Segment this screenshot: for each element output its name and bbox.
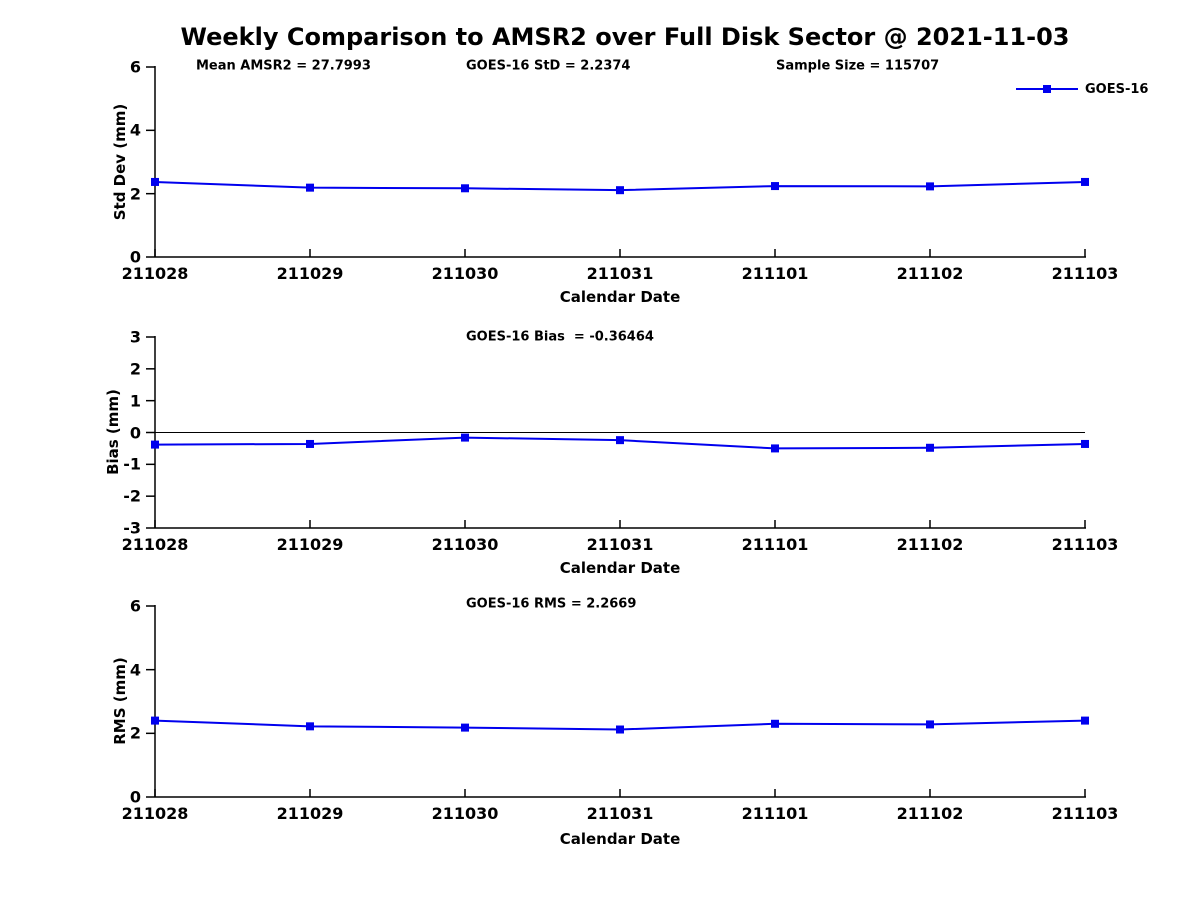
x-tick-label: 211101 [741,264,809,283]
x-tick-label: 211029 [276,804,344,823]
data-line-GOES-16 [154,719,1086,731]
y-tick-label: 1 [129,391,141,411]
bias-x-axis-label: Calendar Date [559,559,681,577]
data-point-marker [616,725,624,734]
data-line-GOES-16 [154,436,1086,450]
y-tick-label: 4 [129,120,141,140]
rms-y-axis-label: RMS (mm) [111,657,129,745]
x-tick-label: 211028 [121,535,189,554]
annotation-mean-amsr2: Mean AMSR2 = 27.7993 [196,58,371,74]
y-tick-label: -1 [123,454,141,474]
x-tick-label: 211031 [586,535,654,554]
x-tick-label: 211103 [1051,804,1119,823]
annotation-goes16-std: GOES-16 StD = 2.2374 [466,58,631,74]
x-tick-label: 211029 [276,264,344,283]
x-tick-label: 211029 [276,535,344,554]
data-point-marker [151,177,159,186]
data-point-marker [306,439,314,448]
std-dev-x-axis-label: Calendar Date [559,288,681,306]
rms-x-axis-label: Calendar Date [559,830,681,848]
data-point-marker [1081,716,1089,725]
data-point-marker [926,182,934,191]
data-point-marker [461,723,469,732]
y-tick-label: 3 [129,327,141,347]
data-point-marker [926,720,934,729]
legend-line-sample [1016,85,1078,93]
x-tick-label: 211030 [431,264,499,283]
x-tick-label: 211103 [1051,264,1119,283]
x-tick-label: 211031 [586,804,654,823]
legend: GOES-16 [1016,81,1148,97]
annotation-goes16-rms: GOES-16 RMS = 2.2669 [466,596,637,612]
data-point-marker [1081,177,1089,186]
y-tick-label: 4 [129,660,141,680]
annotation-goes16-bias: GOES-16 Bias = -0.36464 [466,329,654,345]
x-tick-label: 211031 [586,264,654,283]
data-point-marker [151,440,159,449]
x-tick-label: 211102 [896,804,964,823]
std-dev-y-axis-label: Std Dev (mm) [111,103,129,221]
x-tick-label: 211030 [431,804,499,823]
data-point-marker [771,719,779,728]
data-point-marker [771,182,779,191]
y-tick-label: 2 [129,723,141,743]
legend-label: GOES-16 [1085,81,1149,97]
data-point-marker [461,433,469,442]
x-tick-label: 211030 [431,535,499,554]
x-tick-label: 211102 [896,535,964,554]
x-tick-label: 211102 [896,264,964,283]
data-point-marker [926,443,934,452]
x-tick-label: 211101 [741,535,809,554]
chart-title: Weekly Comparison to AMSR2 over Full Dis… [180,23,1070,51]
data-point-marker [1081,439,1089,448]
data-point-marker [616,186,624,195]
y-tick-label: -2 [123,486,141,506]
data-point-marker [771,444,779,453]
data-line-GOES-16 [154,180,1086,192]
data-point-marker [306,183,314,192]
data-point-marker [461,184,469,193]
x-tick-label: 211103 [1051,535,1119,554]
x-tick-label: 211101 [741,804,809,823]
x-tick-label: 211028 [121,804,189,823]
y-tick-label: -3 [123,518,141,538]
y-tick-label: 2 [129,184,141,204]
y-tick-label: 6 [129,596,141,616]
data-point-marker [616,436,624,445]
data-point-marker [306,722,314,731]
y-tick-label: 2 [129,359,141,379]
y-tick-label: 6 [129,57,141,77]
x-tick-label: 211028 [121,264,189,283]
legend-square-marker-icon [1043,85,1051,93]
data-point-marker [151,716,159,725]
y-tick-label: 0 [129,423,141,442]
annotation-sample-size: Sample Size = 115707 [776,58,940,74]
y-tick-label: 0 [129,247,141,267]
y-tick-label: 0 [129,787,141,807]
bias-y-axis-label: Bias (mm) [104,389,122,475]
